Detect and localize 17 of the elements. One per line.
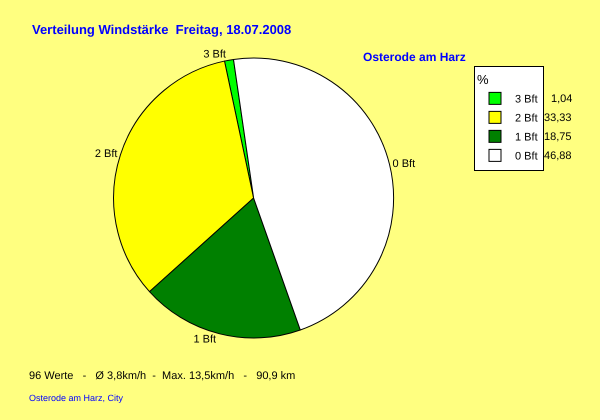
chart-title: Verteilung Windstärke Freitag, 18.07.2008 [32,22,292,37]
data-label: 18,75 [544,131,572,143]
slice-label: 0 Bft [392,158,416,170]
slice-label: 2 Bft [94,148,118,160]
data-label: 33,33 [544,112,572,124]
chart-subtitle: Osterode am Harz [363,50,466,64]
legend-label: 0 Bft [515,150,538,163]
text: 96 Werte - Ø 3,8km/h - Max. 13,5km/h - 90,9 km [29,370,296,382]
slice-label: 3 Bft [203,48,226,60]
text: Osterode am Harz, City [29,393,124,403]
slice-label: 1 Bft [193,333,216,346]
legend-label: 1 Bft [515,132,538,144]
legend-label: 3 Bft [515,94,538,106]
legend-title: % [477,72,489,87]
legend-label: 2 Bft [515,112,538,125]
data-label: 46,88 [544,150,572,162]
data-label: 1,04 [551,93,572,105]
